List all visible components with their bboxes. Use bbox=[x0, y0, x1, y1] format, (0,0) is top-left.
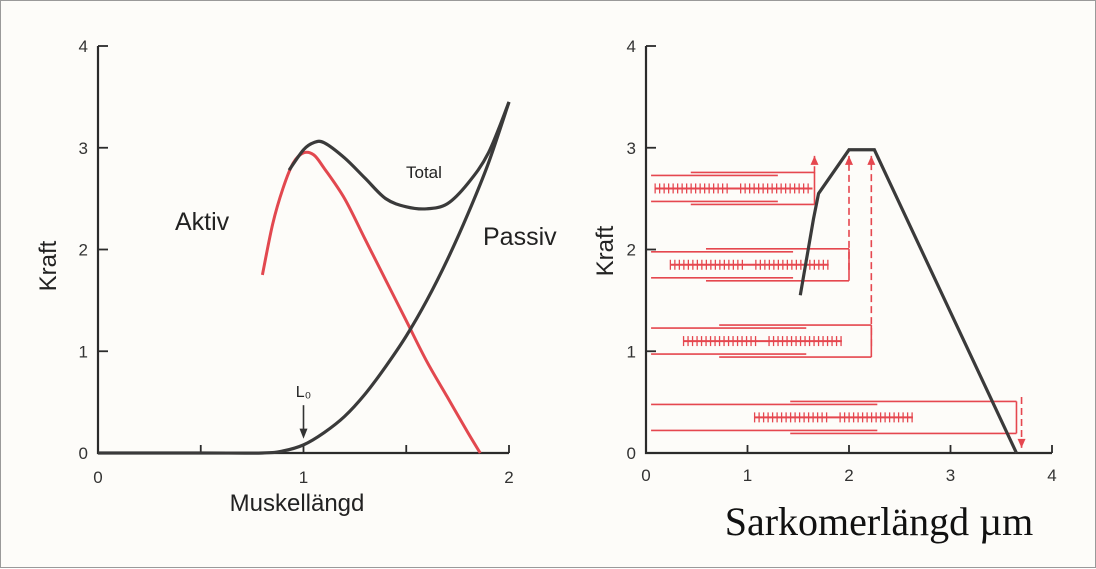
right-y-tick-label: 3 bbox=[627, 139, 636, 158]
right-y-axis-label: Kraft bbox=[592, 225, 619, 276]
sarcomere-diagrams bbox=[651, 155, 1026, 448]
right-x-tick-label: 1 bbox=[743, 466, 752, 485]
dashed-arrow-icon bbox=[867, 155, 876, 347]
left-y-tick-label: 0 bbox=[79, 444, 88, 463]
right-chart: 0 1 2 3 4 0 1 2 3 4 Kraft Sarkomerlängd µm bbox=[592, 37, 1057, 544]
sarcomere-diagram bbox=[651, 171, 816, 206]
series-aktiv-line bbox=[260, 150, 482, 454]
right-x-ticks: 0 1 2 3 4 bbox=[641, 445, 1057, 485]
right-y-ticks: 0 1 2 3 4 bbox=[627, 37, 656, 463]
legend-aktiv-label: Aktiv bbox=[175, 208, 230, 236]
series-passiv-line bbox=[98, 101, 511, 455]
right-y-tick-label: 1 bbox=[627, 342, 636, 361]
sarcomere-diagram bbox=[651, 247, 850, 282]
right-x-axis-label: Sarkomerlängd µm bbox=[725, 499, 1034, 544]
right-y-tick-label: 0 bbox=[627, 444, 636, 463]
left-y-tick-label: 1 bbox=[79, 342, 88, 361]
left-y-ticks: 0 1 2 3 4 bbox=[79, 37, 108, 463]
dashed-arrow-icon bbox=[810, 155, 819, 174]
left-x-tick-label: 2 bbox=[504, 468, 513, 487]
dashed-arrow-icon bbox=[845, 155, 853, 270]
right-y-tick-label: 2 bbox=[627, 241, 636, 260]
legend-passiv-label: Passiv bbox=[483, 223, 557, 251]
left-y-tick-label: 4 bbox=[79, 37, 88, 56]
dashed-arrow-icon bbox=[1017, 397, 1026, 448]
legend-total-label: Total bbox=[406, 163, 442, 182]
right-x-tick-label: 2 bbox=[844, 466, 853, 485]
length-tension-line bbox=[798, 148, 1018, 454]
left-y-tick-label: 3 bbox=[79, 139, 88, 158]
left-x-tick-label: 1 bbox=[299, 468, 308, 487]
left-x-ticks: 0 1 2 bbox=[93, 445, 514, 487]
left-chart: 0 1 2 3 4 0 1 2 Kraft Muskellängd Aktiv Passiv… bbox=[35, 37, 557, 517]
sarcomere-diagram bbox=[651, 324, 873, 358]
left-x-axis-label: Muskellängd bbox=[230, 490, 365, 517]
sarcomere-diagram bbox=[651, 400, 1018, 435]
right-x-tick-label: 4 bbox=[1047, 466, 1056, 485]
right-x-tick-label: 0 bbox=[641, 466, 650, 485]
series-total-line bbox=[287, 101, 511, 211]
l0-arrow-icon bbox=[299, 405, 308, 439]
right-x-tick-label: 3 bbox=[946, 466, 955, 485]
left-y-axis-label: Kraft bbox=[35, 240, 62, 291]
l0-annotation: L₀ bbox=[296, 384, 312, 401]
left-x-tick-label: 0 bbox=[93, 468, 102, 487]
left-y-tick-label: 2 bbox=[79, 241, 88, 260]
right-y-tick-label: 4 bbox=[627, 37, 636, 56]
